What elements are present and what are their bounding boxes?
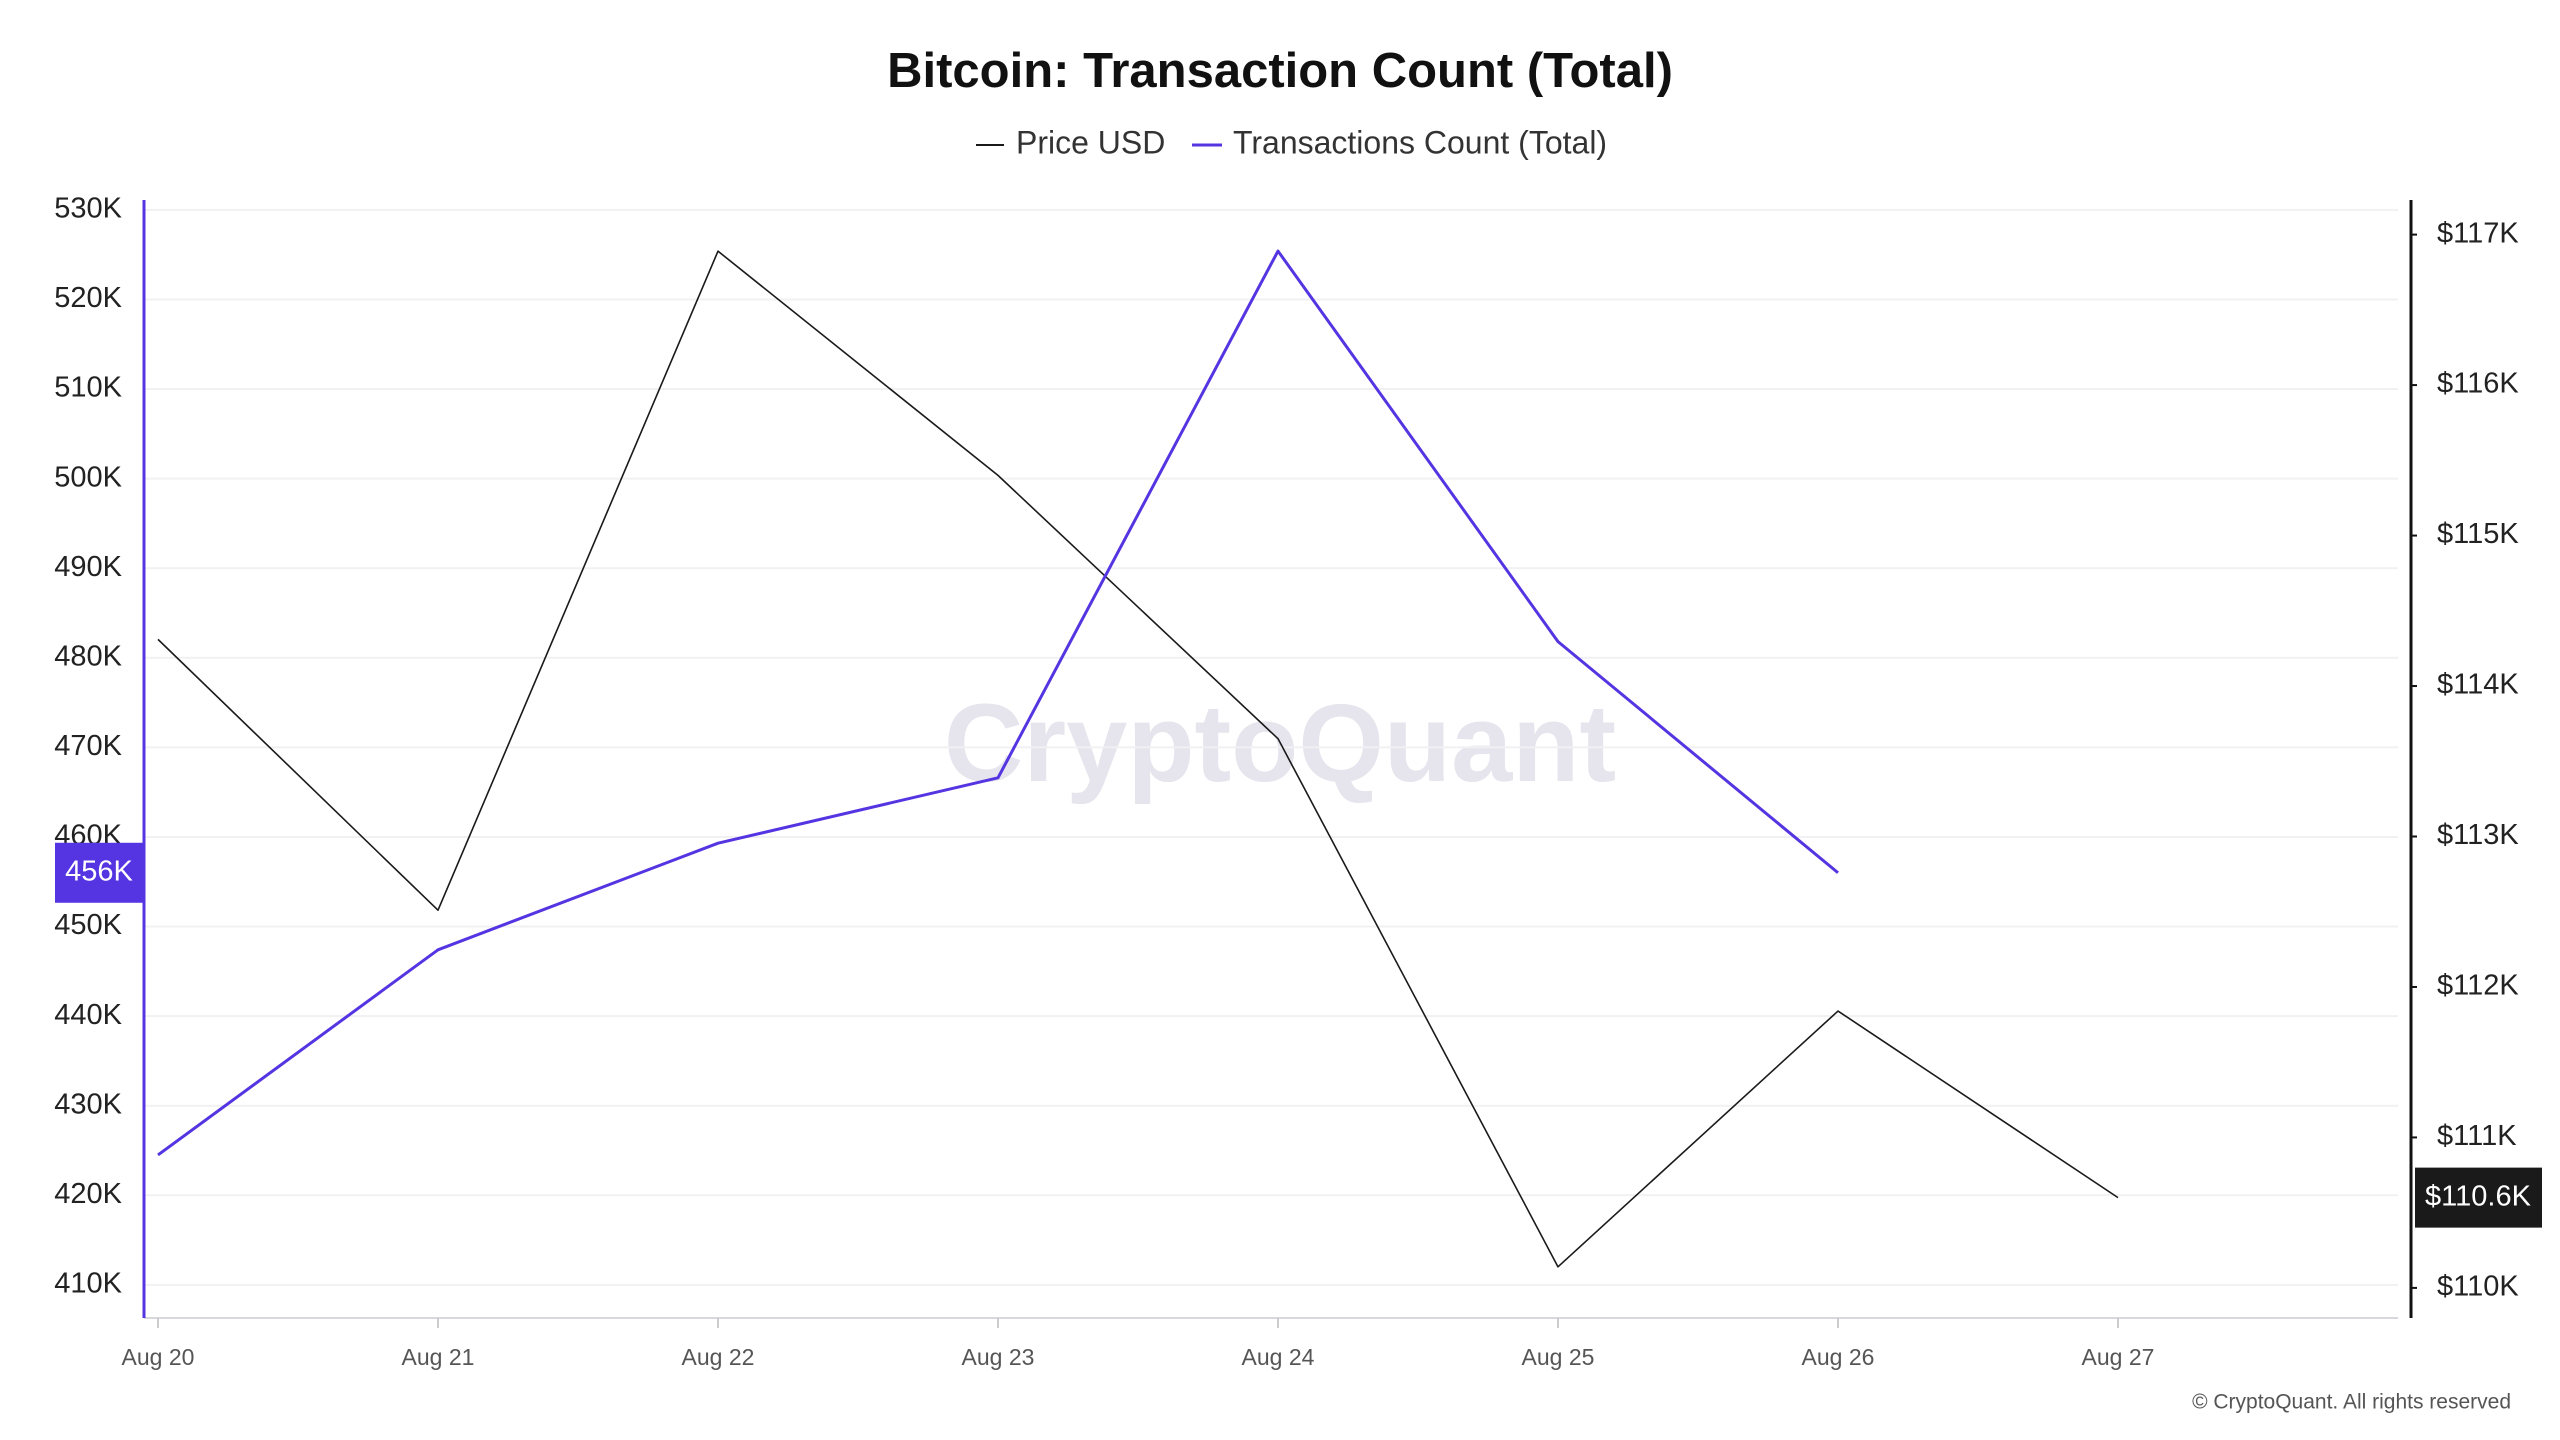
y-tick-label: 510K bbox=[54, 372, 122, 404]
y2-tick-label: $115K bbox=[2437, 518, 2519, 550]
last-value-badge bbox=[55, 842, 144, 903]
x-tick-label: Aug 27 bbox=[2082, 1344, 2155, 1370]
y2-tick-label: $112K bbox=[2437, 970, 2519, 1002]
y-tick-label: 410K bbox=[54, 1268, 122, 1300]
last-value-label: $110.6K bbox=[2425, 1180, 2532, 1212]
x-tick-label: Aug 21 bbox=[402, 1344, 475, 1370]
series-line bbox=[157, 250, 2119, 1268]
x-tick-label: Aug 26 bbox=[1802, 1344, 1875, 1370]
y-tick-label: 450K bbox=[54, 909, 122, 941]
series-line bbox=[157, 249, 1839, 1157]
y-tick-label: 530K bbox=[54, 193, 122, 225]
y2-tick-label: $110K bbox=[2437, 1271, 2519, 1303]
y-tick-label: 440K bbox=[54, 999, 122, 1031]
y-tick-label: 430K bbox=[54, 1088, 122, 1120]
x-tick-label: Aug 22 bbox=[682, 1344, 755, 1370]
last-value-badge bbox=[2415, 1167, 2542, 1228]
y2-tick-label: $117K bbox=[2437, 217, 2519, 249]
x-tick-label: Aug 20 bbox=[122, 1344, 195, 1370]
y-tick-label: 520K bbox=[54, 282, 122, 314]
x-tick-label: Aug 23 bbox=[962, 1344, 1035, 1370]
x-tick-label: Aug 25 bbox=[1522, 1344, 1595, 1370]
y-tick-label: 480K bbox=[54, 640, 122, 672]
last-value-label: 456K bbox=[65, 855, 133, 887]
legend-label: Price USD bbox=[1016, 124, 1165, 160]
credit: © CryptoQuant. All rights reserved bbox=[2192, 1391, 2511, 1414]
chart-title: Bitcoin: Transaction Count (Total) bbox=[887, 44, 1673, 98]
y2-tick-label: $113K bbox=[2437, 819, 2519, 851]
y-tick-label: 470K bbox=[54, 730, 122, 762]
y2-tick-label: $116K bbox=[2437, 368, 2519, 400]
y-tick-label: 490K bbox=[54, 551, 122, 583]
x-tick-label: Aug 24 bbox=[1242, 1344, 1315, 1370]
y2-tick-label: $111K bbox=[2437, 1120, 2517, 1152]
legend-label: Transactions Count (Total) bbox=[1233, 124, 1607, 160]
y2-tick-label: $114K bbox=[2437, 669, 2519, 701]
y-tick-label: 420K bbox=[54, 1178, 122, 1210]
y-tick-label: 500K bbox=[54, 461, 122, 493]
